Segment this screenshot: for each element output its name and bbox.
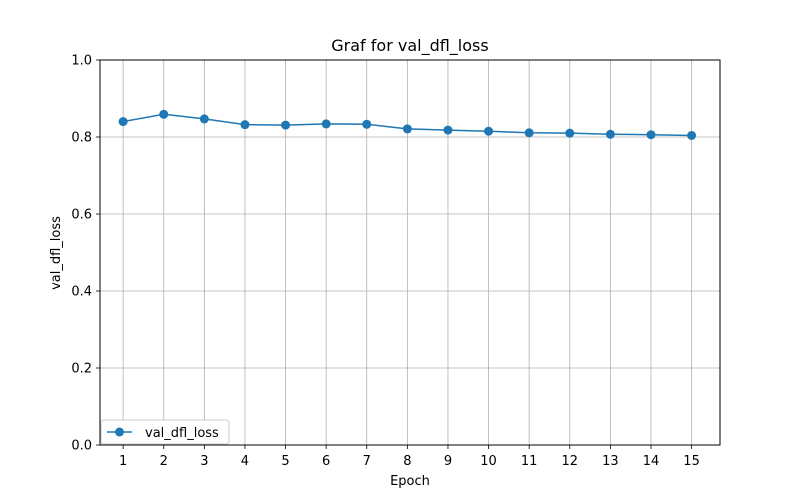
data-point (646, 130, 656, 140)
x-tick-label: 5 (281, 454, 289, 469)
x-tick-label: 7 (363, 454, 371, 469)
x-tick-label: 14 (643, 454, 660, 469)
data-point (402, 124, 412, 134)
y-tick-label: 1.0 (71, 54, 92, 69)
x-tick-label: 15 (683, 454, 700, 469)
x-tick-label: 6 (322, 454, 330, 469)
data-point (240, 120, 250, 130)
chart-title: Graf for val_dfl_loss (331, 36, 488, 56)
grid (100, 59, 720, 446)
data-point (687, 130, 697, 140)
x-tick-label: 10 (480, 454, 497, 469)
data-point (281, 120, 291, 130)
axis-ticks: 1 2 3 4 5 6 7 8 9 10 11 12 13 14 150.00.20.40.60.81.0 (71, 54, 700, 470)
y-tick-label: 0.8 (71, 131, 92, 146)
x-tick-label: 13 (602, 454, 619, 469)
data-point (565, 128, 575, 138)
legend: val_dfl_loss (100, 419, 230, 445)
x-tick-label: 8 (403, 454, 411, 469)
data-point (159, 109, 169, 119)
legend-entry-val-dfl-loss: val_dfl_loss (145, 426, 219, 441)
series-layer (118, 109, 697, 140)
data-point (321, 119, 331, 129)
data-point (199, 114, 209, 124)
y-tick-label: 0.0 (71, 439, 92, 454)
y-axis-label: val_dfl_loss (49, 216, 64, 290)
legend-box (100, 419, 230, 445)
data-point (524, 128, 534, 138)
x-tick-label: 1 (119, 454, 127, 469)
data-point (362, 119, 372, 129)
x-tick-label: 4 (241, 454, 249, 469)
y-tick-label: 0.4 (71, 285, 92, 300)
data-point (443, 125, 453, 135)
plot-area (99, 59, 721, 446)
x-axis-label: Epoch (390, 474, 430, 489)
x-tick-label: 11 (521, 454, 538, 469)
y-tick-label: 0.6 (71, 208, 92, 223)
x-tick-label: 12 (561, 454, 578, 469)
data-point (605, 129, 615, 139)
x-tick-label: 2 (160, 454, 168, 469)
data-point (118, 117, 128, 127)
x-tick-label: 3 (200, 454, 208, 469)
y-tick-label: 0.2 (71, 362, 92, 377)
legend-marker (115, 427, 124, 437)
x-tick-label: 9 (444, 454, 452, 469)
data-point (484, 126, 494, 136)
